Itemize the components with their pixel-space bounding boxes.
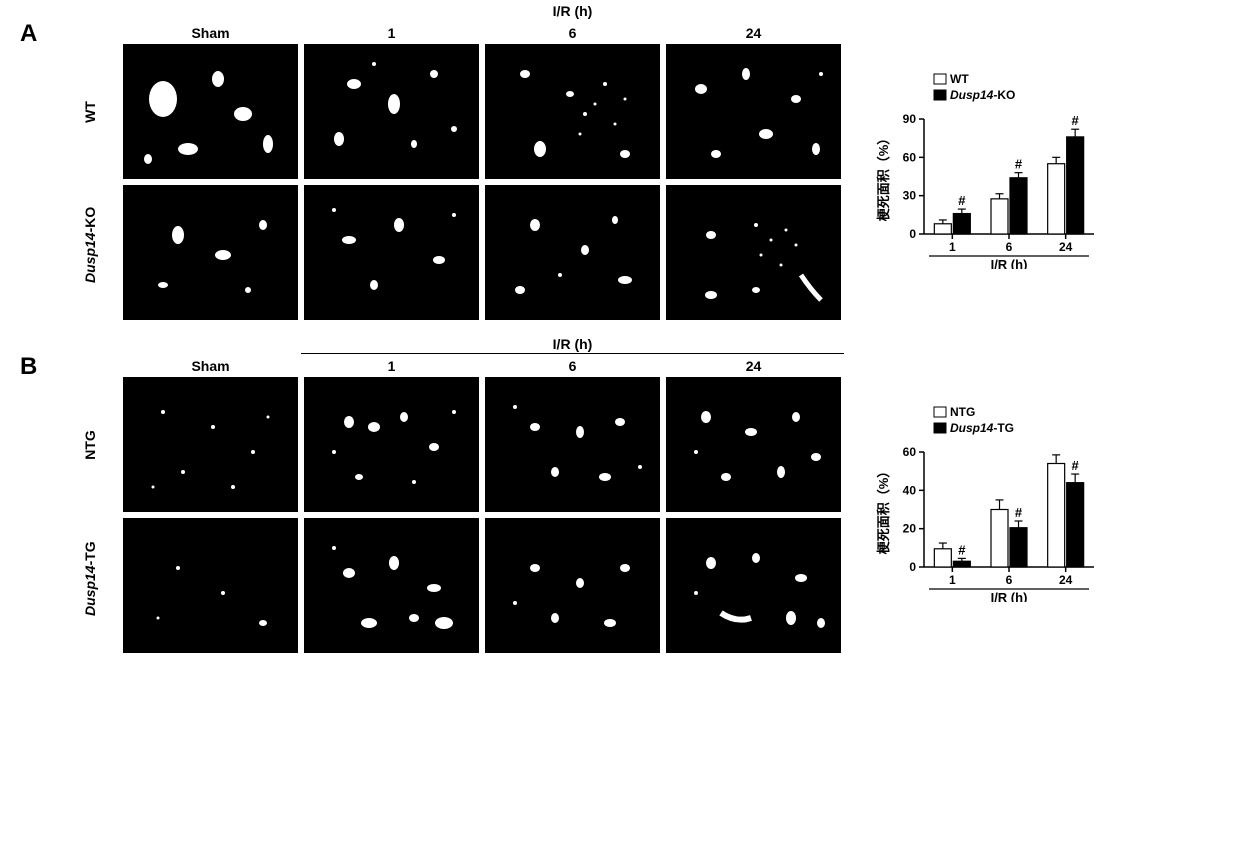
panel-b-image-grid: I/R (h) Sham 1 6 24 NTG Dusp14-TG (60, 353, 844, 656)
col-header-sham-b: Sham (120, 358, 301, 374)
row-label-tg: Dusp14-TG (82, 556, 98, 616)
svg-text:40: 40 (903, 483, 917, 497)
micrograph-b-tg-sham (123, 518, 298, 653)
svg-text:WT: WT (950, 72, 969, 86)
svg-text:24: 24 (1059, 573, 1073, 587)
panel-a-row-ko: Dusp14-KO (60, 182, 844, 323)
micrograph-a-wt-1 (304, 44, 479, 179)
micrograph-a-wt-6 (485, 44, 660, 179)
svg-text:#: # (1072, 113, 1080, 128)
svg-text:#: # (958, 542, 966, 557)
col-header-24-a: 24 (663, 25, 844, 41)
svg-text:6: 6 (1006, 573, 1013, 587)
bar-chart-b: 0 20 40 60 梗死面积（%） #1 #6 #24 I/R (h) NTG Dusp14-TG (874, 402, 1104, 602)
micrograph-a-ko-sham (123, 185, 298, 320)
micrograph-b-tg-1 (304, 518, 479, 653)
col-header-24-b: 24 (663, 358, 844, 374)
panel-b-row-tg: Dusp14-TG (60, 515, 844, 656)
svg-text:#: # (958, 193, 966, 208)
svg-text:#: # (1072, 458, 1080, 473)
micrograph-a-wt-24 (666, 44, 841, 179)
panel-b-label: B (20, 353, 37, 381)
svg-text:1: 1 (949, 240, 956, 254)
panel-a: A I/R (h) Sham 1 6 (20, 20, 1219, 323)
panel-b-chart: 0 20 40 60 梗死面积（%） #1 #6 #24 I/R (h) NTG Dusp14-TG (874, 402, 1104, 607)
panel-b-row-ntg: NTG (60, 374, 844, 515)
panel-b-content: I/R (h) Sham 1 6 24 NTG Dusp14-TG (60, 353, 1219, 656)
svg-text:1: 1 (949, 573, 956, 587)
svg-text:60: 60 (903, 150, 917, 164)
svg-text:梗死面积（%）: 梗死面积（%） (876, 132, 891, 222)
svg-text:0: 0 (909, 227, 916, 241)
micrograph-b-ntg-24 (666, 377, 841, 512)
micrograph-a-wt-sham (123, 44, 298, 179)
panel-b: B I/R (h) Sham 1 6 (20, 353, 1219, 656)
col-header-sham-a: Sham (120, 25, 301, 41)
svg-text:60: 60 (903, 445, 917, 459)
svg-text:梗死面积（%）: 梗死面积（%） (876, 465, 891, 555)
panel-a-col-headers: Sham 1 6 24 (120, 25, 844, 41)
panel-a-image-grid: I/R (h) Sham 1 6 24 WT Dusp14-KO (60, 20, 844, 323)
panel-a-chart: 0 30 60 90 梗死面积（%） #1 #6 #24 I/R (h) WT Dusp14-KO (874, 69, 1104, 274)
svg-text:90: 90 (903, 112, 917, 126)
micrograph-b-tg-6 (485, 518, 660, 653)
micrograph-a-ko-24 (666, 185, 841, 320)
svg-text:#: # (1015, 157, 1023, 172)
svg-text:I/R (h): I/R (h) (991, 590, 1028, 602)
col-header-6-a: 6 (482, 25, 663, 41)
svg-text:Dusp14-KO: Dusp14-KO (950, 88, 1015, 102)
svg-text:Dusp14-TG: Dusp14-TG (950, 421, 1014, 435)
panel-b-col-headers: Sham 1 6 24 (120, 358, 844, 374)
svg-text:24: 24 (1059, 240, 1073, 254)
panel-a-header-area: I/R (h) Sham 1 6 24 (120, 20, 844, 41)
row-label-ntg: NTG (82, 415, 98, 475)
row-label-wt: WT (82, 82, 98, 142)
panel-a-label: A (20, 20, 37, 48)
col-header-1-b: 1 (301, 358, 482, 374)
micrograph-b-ntg-1 (304, 377, 479, 512)
micrograph-a-ko-1 (304, 185, 479, 320)
svg-text:0: 0 (909, 560, 916, 574)
svg-text:I/R (h): I/R (h) (991, 257, 1028, 269)
bar-chart-a: 0 30 60 90 梗死面积（%） #1 #6 #24 I/R (h) WT Dusp14-KO (874, 69, 1104, 269)
panel-a-group-header: I/R (h) (301, 3, 844, 25)
svg-text:6: 6 (1006, 240, 1013, 254)
micrograph-b-ntg-sham (123, 377, 298, 512)
panel-a-row-wt: WT (60, 41, 844, 182)
micrograph-b-ntg-6 (485, 377, 660, 512)
row-label-ko: Dusp14-KO (82, 223, 98, 283)
col-header-6-b: 6 (482, 358, 663, 374)
panel-b-header-area: I/R (h) Sham 1 6 24 (120, 353, 844, 374)
svg-text:#: # (1015, 505, 1023, 520)
col-header-1-a: 1 (301, 25, 482, 41)
svg-text:NTG: NTG (950, 405, 975, 419)
micrograph-a-ko-6 (485, 185, 660, 320)
svg-text:20: 20 (903, 522, 917, 536)
micrograph-b-tg-24 (666, 518, 841, 653)
svg-text:30: 30 (903, 189, 917, 203)
panel-b-group-header: I/R (h) (301, 336, 844, 358)
panel-a-content: I/R (h) Sham 1 6 24 WT Dusp14-KO (60, 20, 1219, 323)
